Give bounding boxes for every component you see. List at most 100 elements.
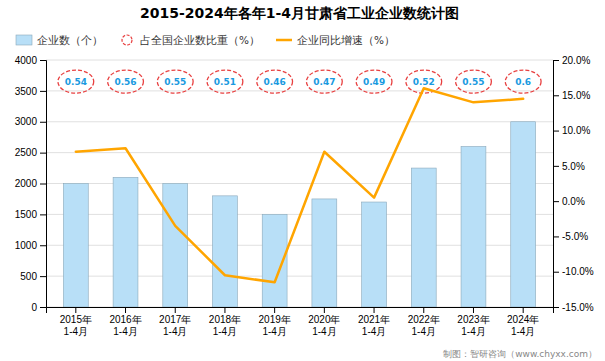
tick: -5.0% xyxy=(553,231,588,242)
tick-label: 10.0% xyxy=(562,125,590,136)
legend-item: 企业数（个） xyxy=(16,34,103,46)
ratio-label: 0.54 xyxy=(65,77,87,87)
tick: 0.0% xyxy=(553,196,585,207)
x-axis: 2015年1-4月 2016年1-4月 2017年1-4月 2018年1-4月 2019… xyxy=(47,307,554,337)
tick: 3500 xyxy=(15,86,46,97)
tick: 4000 xyxy=(15,55,46,66)
tick-label: 2016年1-4月 xyxy=(109,314,141,337)
tick: 2021年1-4月 xyxy=(358,307,390,337)
ratio-ellipse xyxy=(108,70,144,93)
y2-axis: -15.0% -10.0% -5.0% 0.0% 5.0% 10.0% 15.0% 20.0% xyxy=(553,55,594,313)
tick-label: 2500 xyxy=(15,147,38,158)
tick-label: 1500 xyxy=(15,209,38,220)
bar xyxy=(113,177,138,307)
tick: 0 xyxy=(31,302,46,313)
tick: 1500 xyxy=(15,209,46,220)
tick-mark xyxy=(553,95,559,96)
ratio-ellipse xyxy=(505,70,541,93)
bar xyxy=(411,168,436,307)
bar xyxy=(213,196,238,307)
ratio-ellipse xyxy=(306,70,342,93)
legend-label: 占全国企业数比重（%） xyxy=(140,34,260,46)
tick-mark xyxy=(40,60,46,61)
plot: 0.540.560.550.510.460.470.490.520.550.62… xyxy=(15,55,594,337)
grid-line xyxy=(46,90,553,91)
tick-label: 4000 xyxy=(15,55,38,66)
axis-line xyxy=(40,61,47,308)
bar xyxy=(63,184,88,308)
legend-swatch xyxy=(276,39,292,42)
tick: 15.0% xyxy=(553,90,590,101)
ratio-ellipse xyxy=(356,70,392,93)
ratio-label: 0.52 xyxy=(413,77,435,87)
legend-label: 企业同比增速（%） xyxy=(297,34,395,46)
tick-label: 5.0% xyxy=(562,161,585,172)
grid-line xyxy=(46,121,553,122)
tick-label: -10.0% xyxy=(562,266,594,277)
tick: 500 xyxy=(20,271,46,282)
tick-mark xyxy=(553,131,559,132)
tick-label: 2024年1-4月 xyxy=(507,314,539,337)
tick-label: 2017年1-4月 xyxy=(159,314,191,337)
ratio-label: 0.47 xyxy=(313,77,335,87)
tick: -10.0% xyxy=(553,266,594,277)
tick-label: 2022年1-4月 xyxy=(408,314,440,337)
growth-line xyxy=(76,88,523,282)
tick-mark xyxy=(553,166,559,167)
tick-label: 15.0% xyxy=(562,90,590,101)
tick-label: 2020年1-4月 xyxy=(308,314,340,337)
legend-swatch xyxy=(122,35,132,45)
bar xyxy=(511,122,536,307)
tick-label: 2000 xyxy=(15,178,38,189)
tick-mark xyxy=(553,236,559,237)
chart: 0.540.560.550.510.460.470.490.520.550.62… xyxy=(0,0,605,361)
bar xyxy=(163,184,188,308)
ratio-ellipse xyxy=(207,70,243,93)
tick-label: 20.0% xyxy=(562,55,590,66)
tick-mark xyxy=(40,184,46,185)
tick-mark xyxy=(224,307,225,313)
tick-label: 0 xyxy=(31,302,37,313)
ratio-ellipse xyxy=(257,70,293,93)
tick-mark xyxy=(75,307,76,313)
legend-label: 企业数（个） xyxy=(37,34,103,46)
legend: 企业数（个） 占全国企业数比重（%） 企业同比增速（%） xyxy=(16,34,395,46)
tick-mark xyxy=(374,307,375,313)
tick-label: 0.0% xyxy=(562,196,585,207)
tick: 2016年1-4月 xyxy=(109,307,141,337)
tick-label: -5.0% xyxy=(562,231,588,242)
tick-mark xyxy=(523,307,524,313)
tick: -15.0% xyxy=(553,302,594,313)
tick-mark xyxy=(553,201,559,202)
bar xyxy=(312,199,337,307)
tick: 2019年1-4月 xyxy=(259,307,291,337)
tick: 5.0% xyxy=(553,161,585,172)
tick: 2018年1-4月 xyxy=(209,307,241,337)
tick-mark xyxy=(324,307,325,313)
tick-mark xyxy=(473,307,474,313)
tick-mark xyxy=(40,276,46,277)
footer: 制图：智研咨询（www.chyxx.com） xyxy=(443,349,597,359)
ratio-ellipse xyxy=(456,70,492,93)
ratio-ellipse xyxy=(157,70,193,93)
bar xyxy=(362,202,387,307)
tick: 2500 xyxy=(15,147,46,158)
tick: 2017年1-4月 xyxy=(159,307,191,337)
legend-item: 企业同比增速（%） xyxy=(276,34,395,46)
tick-label: -15.0% xyxy=(562,302,594,313)
tick-label: 2015年1-4月 xyxy=(60,314,92,337)
tick-mark xyxy=(40,153,46,154)
ratio-label: 0.46 xyxy=(264,77,286,87)
grid-line xyxy=(46,60,553,61)
tick: 2020年1-4月 xyxy=(308,307,340,337)
tick: 3000 xyxy=(15,116,46,127)
tick-mark xyxy=(423,307,424,313)
tick-label: 1000 xyxy=(15,240,38,251)
data-labels: 0.540.560.550.510.460.470.490.520.550.6 xyxy=(65,77,531,87)
tick-label: 2018年1-4月 xyxy=(209,314,241,337)
axis-line xyxy=(47,308,554,314)
tick: 2015年1-4月 xyxy=(60,307,92,337)
tick-mark xyxy=(40,214,46,215)
tick: 20.0% xyxy=(553,55,590,66)
tick-mark xyxy=(553,60,559,61)
